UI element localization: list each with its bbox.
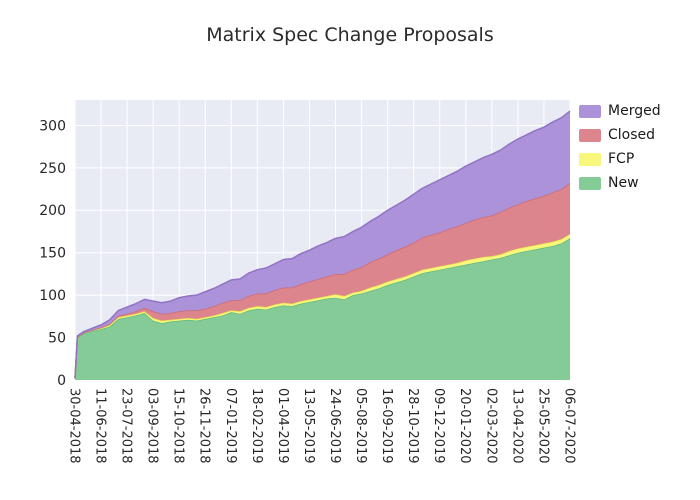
- legend-item-closed: Closed: [579, 128, 661, 142]
- svg-text:02-03-2020: 02-03-2020: [483, 388, 498, 464]
- svg-text:24-06-2019: 24-06-2019: [327, 388, 342, 464]
- legend-label-closed: Closed: [608, 127, 656, 143]
- svg-text:250: 250: [39, 161, 66, 177]
- svg-text:28-10-2019: 28-10-2019: [405, 388, 420, 464]
- svg-text:03-09-2018: 03-09-2018: [145, 388, 160, 464]
- svg-text:30-04-2018: 30-04-2018: [66, 388, 81, 464]
- svg-text:26-11-2018: 26-11-2018: [197, 388, 212, 464]
- svg-text:13-04-2020: 13-04-2020: [509, 388, 524, 464]
- legend-label-merged: Merged: [608, 103, 661, 119]
- svg-text:23-07-2018: 23-07-2018: [119, 388, 134, 464]
- svg-text:150: 150: [39, 246, 66, 262]
- area-new: [75, 238, 570, 380]
- legend-item-fcp: FCP: [579, 152, 661, 166]
- svg-text:13-05-2019: 13-05-2019: [301, 388, 316, 464]
- svg-text:20-01-2020: 20-01-2020: [457, 388, 472, 464]
- svg-text:11-06-2018: 11-06-2018: [93, 388, 108, 464]
- svg-text:07-01-2019: 07-01-2019: [223, 388, 238, 464]
- legend-swatch-fcp: [579, 152, 601, 166]
- x-tick-labels: 30-04-2018 11-06-2018 23-07-2018 03-09-2018…: [66, 388, 576, 464]
- chart-title: Matrix Spec Change Proposals: [206, 24, 494, 46]
- svg-text:15-10-2018: 15-10-2018: [171, 388, 186, 464]
- svg-text:09-12-2019: 09-12-2019: [431, 388, 446, 464]
- legend-swatch-new: [579, 176, 601, 190]
- legend-swatch-closed: [579, 128, 601, 142]
- svg-text:0: 0: [57, 373, 66, 389]
- legend-swatch-merged: [579, 104, 601, 118]
- edge-fcp: [74, 233, 571, 379]
- svg-text:16-09-2019: 16-09-2019: [379, 388, 394, 464]
- svg-text:06-07-2020: 06-07-2020: [561, 388, 576, 464]
- edge-merged: [74, 110, 571, 379]
- legend-item-merged: Merged: [579, 104, 661, 118]
- svg-text:50: 50: [48, 330, 66, 346]
- legend: Merged Closed FCP New: [579, 104, 661, 190]
- legend-label-fcp: FCP: [608, 151, 635, 167]
- area-closed: [75, 183, 570, 379]
- svg-text:300: 300: [39, 118, 66, 134]
- svg-text:05-08-2019: 05-08-2019: [353, 388, 368, 464]
- svg-text:01-04-2019: 01-04-2019: [275, 388, 290, 464]
- svg-text:18-02-2019: 18-02-2019: [249, 388, 264, 464]
- svg-text:100: 100: [39, 288, 66, 304]
- svg-text:200: 200: [39, 203, 66, 219]
- legend-label-new: New: [608, 175, 639, 191]
- svg-text:25-05-2020: 25-05-2020: [535, 388, 550, 464]
- y-tick-labels: 0 50 100 150 200 250 300: [39, 118, 66, 389]
- legend-item-new: New: [579, 176, 661, 190]
- stacked-areas: [74, 110, 571, 380]
